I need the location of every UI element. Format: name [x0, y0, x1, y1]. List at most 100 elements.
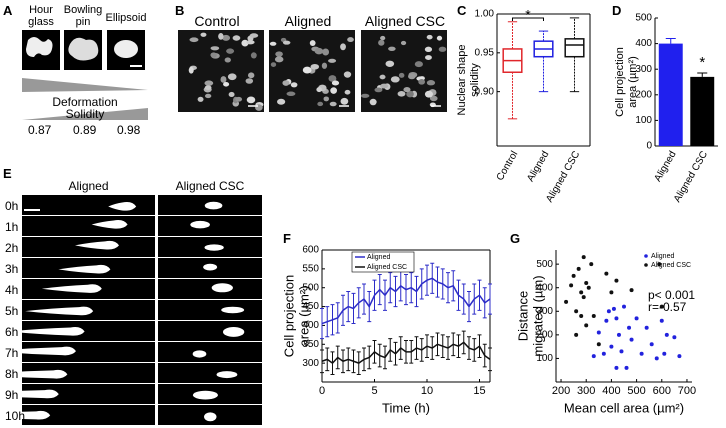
cell [91, 220, 128, 229]
micrograph [22, 216, 155, 236]
nucleus [340, 43, 346, 51]
legend-label: Aligned [367, 254, 390, 261]
y-axis-label: Nuclear shape [456, 45, 468, 116]
y-tick-label: 450 [302, 301, 319, 312]
nucleus [390, 76, 400, 83]
error-bar [356, 287, 361, 319]
point [589, 262, 594, 267]
annotation: r=-0.57 [648, 300, 687, 314]
micrograph [22, 384, 155, 404]
solidity-value: 0.98 [117, 123, 141, 137]
point [672, 335, 677, 340]
x-tick-label: 500 [627, 385, 645, 397]
point [662, 351, 667, 356]
error-bar [362, 283, 366, 315]
y-tick-label: 300 [536, 306, 553, 317]
y-tick-label: 350 [302, 339, 319, 350]
error-bar [388, 272, 393, 304]
legend-label: Aligned [651, 253, 674, 260]
nucleus [322, 48, 330, 56]
deformation-wedge [22, 78, 148, 92]
panel-label: D [612, 3, 622, 18]
nucleus [406, 90, 414, 98]
nucleus [316, 87, 322, 93]
nucleus [226, 48, 235, 54]
point [654, 356, 659, 361]
nucleus [204, 80, 214, 86]
point [581, 255, 586, 260]
nucleus [385, 60, 395, 67]
nucleus [328, 75, 337, 82]
cell [0, 389, 59, 399]
point [664, 332, 669, 337]
time-label: 1h [5, 220, 19, 234]
nucleus [210, 46, 220, 51]
cell [41, 284, 102, 293]
error-bar [425, 334, 429, 358]
nucleus [418, 79, 426, 85]
cell [0, 410, 51, 420]
error-bar [456, 334, 461, 358]
nucleus [277, 98, 286, 105]
y-tick-label: 100 [536, 353, 553, 364]
shape-label: Ellipsoid [105, 12, 147, 24]
point [564, 299, 569, 304]
x-tick-label: Aligned [652, 149, 678, 183]
error-bar [377, 343, 382, 368]
nucleus [323, 96, 329, 102]
legend-box [351, 251, 415, 273]
error-bar [398, 270, 403, 302]
error-bar [440, 334, 445, 358]
cell [75, 240, 119, 250]
error-bar [451, 332, 456, 357]
error-bar [665, 37, 676, 44]
significance-mark: * [525, 7, 531, 23]
x-tick-label: 15 [473, 385, 485, 397]
micrograph [158, 363, 262, 383]
nucleus [220, 76, 227, 83]
point [657, 262, 662, 267]
nucleus [380, 83, 389, 89]
shape-label: Hour glass [28, 4, 54, 28]
nucleus [403, 87, 411, 93]
nucleus [321, 62, 328, 69]
error-bar [356, 351, 361, 375]
cell [58, 264, 111, 274]
panel-label: C [457, 3, 467, 18]
point [677, 354, 682, 359]
error-bar [330, 351, 335, 375]
error-bar [477, 279, 482, 311]
error-bar [393, 341, 398, 366]
point [619, 349, 624, 354]
y-axis-label: migrated (µm) [530, 275, 545, 356]
y-axis-label: solidity [469, 63, 481, 97]
cell [223, 327, 245, 337]
point [581, 295, 586, 300]
y-tick-label: 400 [635, 38, 652, 49]
nucleus [397, 91, 406, 97]
error-bar [362, 347, 366, 372]
y-tick-label: 0.95 [475, 47, 495, 58]
condition-label: Aligned CSC [364, 13, 446, 29]
micrograph [158, 300, 262, 320]
error-bar [325, 347, 330, 372]
nucleus [331, 80, 340, 86]
x-tick-label: 700 [678, 385, 696, 397]
error-bar [383, 279, 387, 311]
bar [690, 76, 715, 146]
cell [108, 201, 137, 211]
nucleus [369, 98, 377, 106]
time-label: 6h [5, 325, 19, 339]
box [564, 38, 585, 58]
point [604, 318, 609, 323]
x-tick-label: 400 [602, 385, 620, 397]
cell [8, 326, 85, 336]
error-bar [372, 279, 377, 311]
y-tick-label: 500 [302, 282, 319, 293]
micrograph [22, 195, 155, 215]
nucleus [290, 82, 298, 88]
solidity-label: Solidity [65, 107, 105, 121]
point [571, 273, 576, 278]
error-bar [451, 270, 456, 302]
